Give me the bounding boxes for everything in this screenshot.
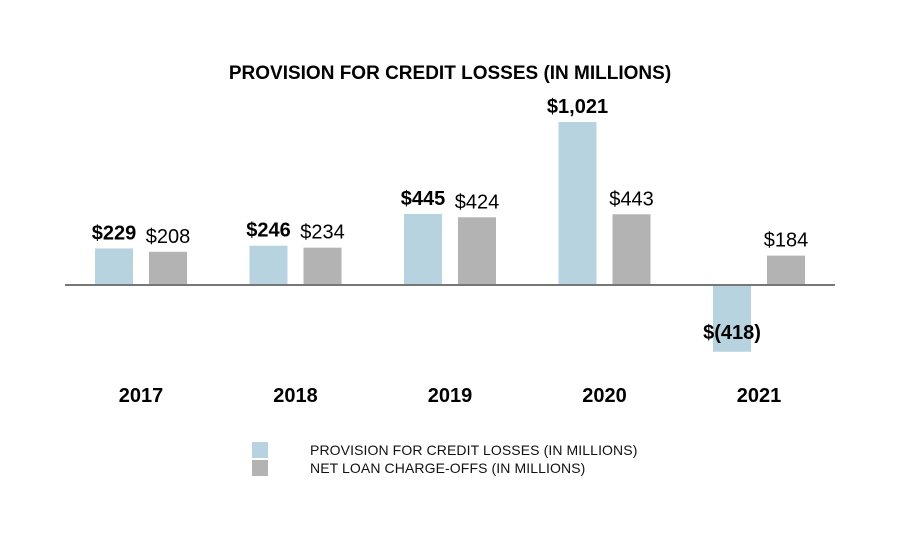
legend-swatch-charge-offs (252, 460, 268, 476)
data-label-charge-offs-2019: $424 (455, 191, 500, 213)
bars-layer (95, 122, 805, 352)
x-tick-label-2018: 2018 (273, 385, 318, 407)
bar-charge-offs-2017 (149, 251, 187, 285)
bar-charge-offs-2021 (767, 255, 805, 285)
legend: PROVISION FOR CREDIT LOSSES (IN MILLIONS… (252, 441, 637, 477)
x-tick-label-2021: 2021 (737, 385, 782, 407)
bar-provision-2019 (404, 213, 442, 285)
labels-layer: $229 $208 2017 $246 $234 2018 $445 $424 2019 $1,0… (92, 96, 809, 407)
legend-swatch-provision (252, 442, 268, 458)
legend-label-provision: PROVISION FOR CREDIT LOSSES (IN MILLIONS… (310, 442, 638, 458)
bar-provision-2017 (95, 248, 133, 285)
data-label-provision-2019: $445 (401, 188, 446, 210)
data-label-charge-offs-2020: $443 (609, 188, 654, 210)
legend-label-charge-offs: NET LOAN CHARGE-OFFS (IN MILLIONS) (310, 460, 586, 476)
data-label-charge-offs-2017: $208 (146, 226, 191, 248)
data-label-charge-offs-2021: $184 (764, 230, 809, 252)
data-label-charge-offs-2018: $234 (300, 222, 345, 244)
bar-charge-offs-2019 (458, 217, 496, 285)
data-label-provision-2021: $(418) (703, 322, 761, 344)
x-tick-label-2020: 2020 (582, 385, 627, 407)
bar-provision-2021 (713, 285, 751, 352)
x-tick-label-2019: 2019 (428, 385, 473, 407)
bar-provision-2018 (249, 245, 288, 285)
data-label-provision-2017: $229 (92, 222, 137, 244)
chart-title: PROVISION FOR CREDIT LOSSES (IN MILLIONS… (229, 63, 671, 84)
data-label-provision-2018: $246 (246, 220, 291, 242)
bar-charge-offs-2020 (612, 214, 651, 285)
bar-provision-2020 (558, 122, 597, 285)
legend-item-provision: PROVISION FOR CREDIT LOSSES (IN MILLIONS… (252, 441, 637, 459)
x-tick-label-2017: 2017 (119, 385, 164, 407)
legend-item-charge-offs: NET LOAN CHARGE-OFFS (IN MILLIONS) (252, 459, 637, 477)
data-label-provision-2020: $1,021 (547, 96, 608, 118)
bar-charge-offs-2018 (303, 247, 342, 285)
